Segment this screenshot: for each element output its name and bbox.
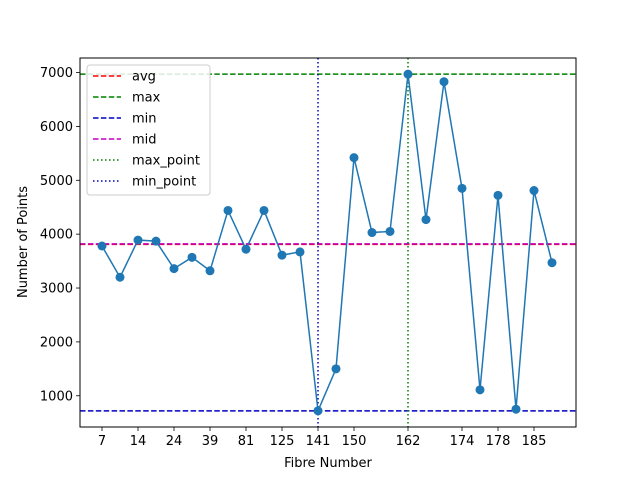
x-tick-label: 125 (270, 434, 295, 449)
x-axis-ticks: 7 14 24 39 81 125 141 150 162 174 178 185 (98, 427, 547, 449)
data-point (313, 406, 323, 416)
data-point (205, 266, 215, 276)
data-point (151, 236, 161, 246)
y-tick-label: 4000 (40, 228, 73, 243)
data-point (277, 250, 287, 260)
data-point (187, 252, 197, 262)
data-point (367, 228, 377, 238)
x-tick-label: 24 (166, 434, 183, 449)
data-point (295, 247, 305, 257)
data-point (133, 235, 143, 245)
data-point (457, 183, 467, 193)
y-tick-label: 6000 (40, 120, 73, 135)
x-tick-label: 14 (130, 434, 147, 449)
y-tick-label: 5000 (40, 174, 73, 189)
legend: avg max min mid max_point min_point (86, 64, 211, 196)
x-axis-label: Fibre Number (284, 456, 372, 471)
x-tick-label: 185 (522, 434, 547, 449)
data-point (403, 69, 413, 79)
data-point (385, 226, 395, 236)
data-point (115, 272, 125, 282)
x-tick-label: 39 (202, 434, 219, 449)
x-tick-label: 178 (486, 434, 511, 449)
data-point (97, 241, 107, 251)
data-point (421, 215, 431, 225)
data-point (493, 190, 503, 200)
x-tick-label: 150 (342, 434, 367, 449)
data-point (349, 153, 359, 163)
data-point (259, 205, 269, 215)
data-point (529, 186, 539, 196)
plot-frame (79, 57, 577, 428)
y-tick-label: 7000 (40, 66, 73, 81)
legend-label: min_point (132, 175, 196, 190)
y-tick-label: 2000 (40, 335, 73, 350)
legend-label: avg (132, 70, 156, 85)
data-point (475, 385, 485, 395)
legend-label: mid (132, 133, 157, 148)
legend-label: max (132, 91, 161, 106)
legend-label: min (132, 112, 157, 127)
y-tick-label: 3000 (40, 282, 73, 297)
y-axis-ticks: 1000 2000 3000 4000 5000 6000 7000 (40, 66, 80, 404)
data-point (223, 205, 233, 215)
data-point (439, 77, 449, 87)
x-tick-label: 7 (98, 434, 106, 449)
y-axis-label: Number of Points (16, 186, 31, 298)
data-point (511, 404, 521, 414)
x-tick-label: 162 (396, 434, 421, 449)
series-layer (97, 69, 557, 416)
data-point (331, 364, 341, 374)
x-tick-label: 174 (450, 434, 475, 449)
data-point (547, 258, 557, 268)
x-tick-label: 141 (306, 434, 331, 449)
data-point (241, 244, 251, 254)
y-tick-label: 1000 (40, 389, 73, 404)
data-point (169, 264, 179, 274)
legend-label: max_point (132, 154, 200, 169)
x-tick-label: 81 (238, 434, 255, 449)
